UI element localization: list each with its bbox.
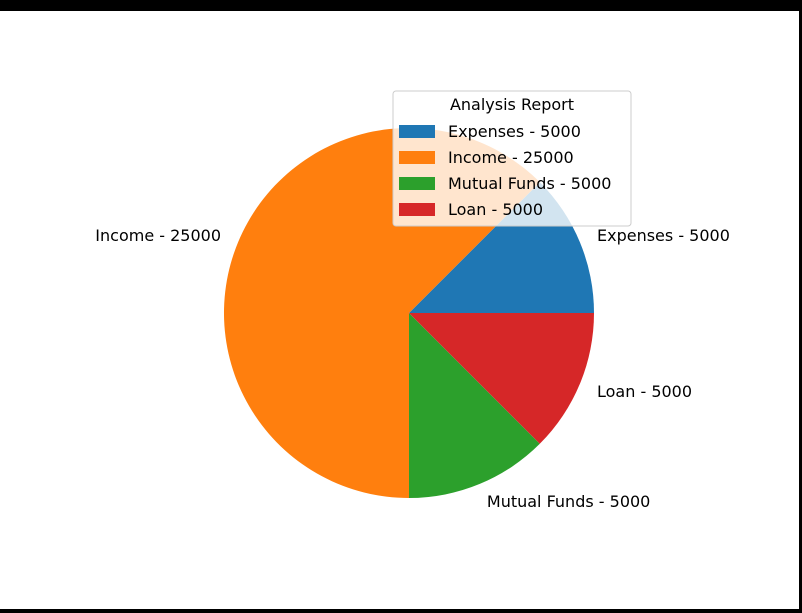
legend-swatch-loan [399,203,435,216]
legend-entry-expenses: Expenses - 5000 [448,122,581,141]
legend-swatch-expenses [399,125,435,138]
slice-label-loan: Loan - 5000 [597,382,692,401]
legend-entry-income: Income - 25000 [448,148,574,167]
legend-title: Analysis Report [450,95,574,114]
slice-label-mutual-funds: Mutual Funds - 5000 [487,492,650,511]
legend: Analysis Report Expenses - 5000 Income -… [392,90,632,227]
pie-slice-loan [409,313,594,444]
pie-slice-mutual-funds [409,313,540,498]
slice-label-income: Income - 25000 [95,226,221,245]
slice-label-expenses: Expenses - 5000 [597,226,730,245]
legend-swatch-income [399,151,435,164]
slice-labels: Expenses - 5000 Income - 25000 Mutual Fu… [95,226,730,511]
legend-entry-mutual-funds: Mutual Funds - 5000 [448,174,611,193]
legend-frame [392,90,632,227]
legend-entry-loan: Loan - 5000 [448,200,543,219]
legend-swatch-mutual-funds [399,177,435,190]
